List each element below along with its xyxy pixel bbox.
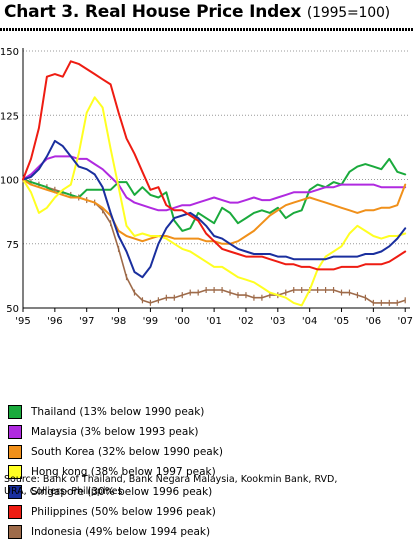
legend-item-malaysia: Malaysia (3% below 1993 peak) [8, 422, 223, 442]
x-tick-label-2006: '06 [366, 316, 381, 327]
chart-subtitle: (1995=100) [306, 5, 390, 21]
x-tick-label-1996: '96 [47, 316, 62, 327]
chart-title: Chart 3. Real House Price Index (1995=10… [4, 2, 390, 22]
legend-label-south-korea: South Korea (32% below 1990 peak) [31, 446, 223, 458]
series-line-hong-kong [22, 96, 407, 307]
series-line-malaysia [22, 155, 407, 212]
legend-label-thailand: Thailand (13% below 1990 peak) [31, 406, 205, 418]
source-note: Source: Bank of Thailand, Bank Negara Ma… [4, 474, 337, 498]
x-tick-label-1999: '99 [143, 316, 158, 327]
x-tick-label-2002: '02 [238, 316, 253, 327]
x-tick-label-1995: '95 [15, 316, 30, 327]
x-tick-label-1998: '98 [111, 316, 126, 327]
x-tick-label-2004: '04 [302, 316, 317, 327]
legend-item-south-korea: South Korea (32% below 1990 peak) [8, 442, 223, 462]
x-tick-label-1997: '97 [79, 316, 94, 327]
x-tick-label-2007: '07 [397, 316, 412, 327]
y-tick-label-75: 75 [6, 240, 19, 251]
line-chart: 50 75 100 125 150 '95 '96 '97 '98 '99 '00 '01 '02 '03… [0, 47, 413, 327]
legend-swatch-south-korea [8, 445, 22, 459]
legend-label-philippines: Philippines (50% below 1996 peak) [31, 506, 216, 518]
y-tick-label-150: 150 [0, 47, 19, 58]
y-tick-label-50: 50 [6, 304, 19, 315]
series-line-singapore [22, 139, 407, 279]
x-tick-label-2005: '05 [334, 316, 349, 327]
legend-item-hong-kong: Hong kong (38% below 1997 peak) [8, 462, 223, 482]
series-line-thailand [22, 157, 407, 232]
tick-labels: 50 75 100 125 150 '95 '96 '97 '98 '99 '00 '01 '02 '03… [0, 47, 413, 327]
legend-label-singapore: Singapore (30% below 1996 peak) [31, 486, 213, 498]
source-line-1: Source: Bank of Thailand, Bank Negara Ma… [4, 474, 338, 485]
series-lines [22, 60, 407, 307]
legend-label-malaysia: Malaysia (3% below 1993 peak) [31, 426, 199, 438]
title-divider [0, 28, 414, 31]
legend: Thailand (13% below 1990 peak) Malaysia … [8, 402, 223, 542]
legend-label-indonesia: Indonesia (49% below 1994 peak) [31, 526, 211, 538]
y-tick-label-100: 100 [0, 176, 19, 187]
legend-swatch-thailand [8, 405, 22, 419]
x-tick-label-2003: '03 [270, 316, 285, 327]
source-line-2: URA, Colliers- Philippines [4, 486, 123, 497]
legend-label-hong-kong: Hong kong (38% below 1997 peak) [31, 466, 216, 478]
legend-swatch-malaysia [8, 425, 22, 439]
axes [22, 48, 410, 312]
legend-item-indonesia: Indonesia (49% below 1994 peak) [8, 522, 223, 542]
gridlines [23, 50, 410, 245]
legend-item-philippines: Philippines (50% below 1996 peak) [8, 502, 223, 522]
series-line-philippines [22, 60, 407, 271]
y-tick-label-125: 125 [0, 111, 19, 122]
legend-swatch-indonesia [8, 525, 22, 539]
legend-item-singapore: Singapore (30% below 1996 peak) [8, 482, 223, 502]
chart-title-text: Chart 3. Real House Price Index [4, 2, 302, 22]
legend-item-thailand: Thailand (13% below 1990 peak) [8, 402, 223, 422]
legend-swatch-philippines [8, 505, 22, 519]
series-line-south-korea [22, 178, 407, 245]
legend-swatch-hong-kong [8, 465, 22, 479]
x-tick-label-2000: '00 [175, 316, 190, 327]
x-tick-label-2001: '01 [206, 316, 221, 327]
